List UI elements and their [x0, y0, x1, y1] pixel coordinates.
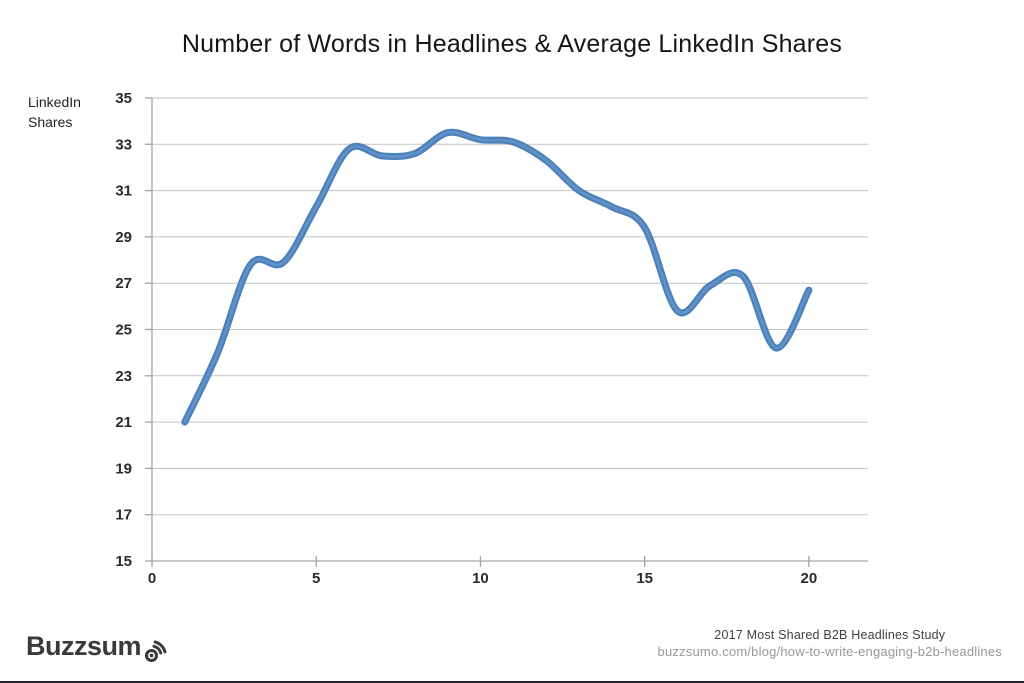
- y-tick-label-31: 31: [115, 183, 132, 200]
- x-tick-label-5: 5: [312, 570, 320, 587]
- y-tick-label-17: 17: [115, 507, 132, 524]
- x-tick-label-20: 20: [801, 570, 818, 587]
- chart-title: Number of Words in Headlines & Average L…: [181, 30, 843, 58]
- y-tick-label-35: 35: [115, 90, 132, 107]
- y-tick-label-33: 33: [115, 136, 132, 153]
- buzzsumo-logo: Buzzsum: [26, 631, 168, 662]
- x-tick-label-10: 10: [472, 570, 489, 587]
- y-axis-label: LinkedIn Shares: [28, 94, 81, 131]
- data-series-line-highlight: [183, 130, 811, 424]
- x-tick-label-15: 15: [636, 570, 653, 587]
- attribution: 2017 Most Shared B2B Headlines Study buz…: [658, 628, 1002, 659]
- page-bottom-border: [0, 681, 1024, 683]
- attribution-study-title: 2017 Most Shared B2B Headlines Study: [714, 628, 946, 642]
- y-tick-label-27: 27: [115, 275, 132, 292]
- x-tick-label-0: 0: [148, 570, 156, 587]
- y-tick-label-15: 15: [115, 553, 132, 570]
- y-tick-label-25: 25: [115, 322, 132, 339]
- y-tick-label-19: 19: [115, 460, 132, 477]
- attribution-url: buzzsumo.com/blog/how-to-write-engaging-…: [657, 644, 1002, 659]
- y-tick-label-21: 21: [115, 414, 132, 431]
- y-tick-label-29: 29: [115, 229, 132, 246]
- y-tick-label-23: 23: [115, 368, 132, 385]
- data-series-line: [181, 128, 813, 426]
- buzzsumo-logo-text: Buzzsum: [26, 631, 142, 661]
- broadcast-signal-icon: [145, 640, 167, 662]
